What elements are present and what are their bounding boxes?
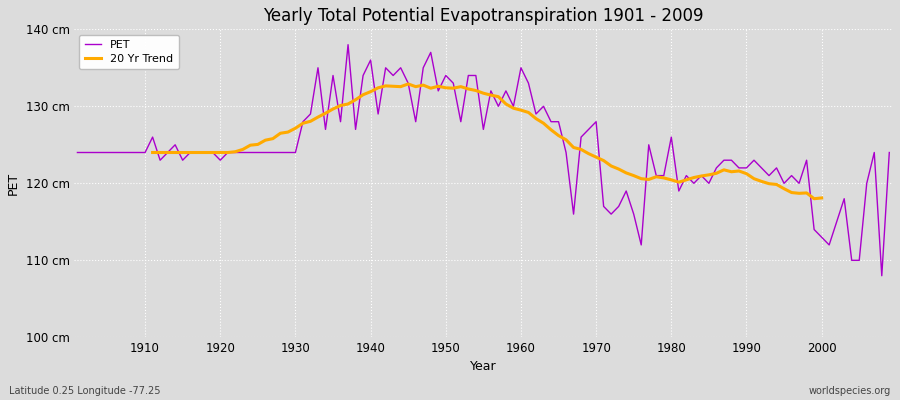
PET	[343, 42, 354, 47]
20 Yr Trend	[621, 170, 632, 175]
Text: worldspecies.org: worldspecies.org	[809, 386, 891, 396]
20 Yr Trend	[809, 196, 820, 201]
PET	[884, 150, 895, 155]
Title: Yearly Total Potential Evapotranspiration 1901 - 2009: Yearly Total Potential Evapotranspiratio…	[263, 7, 704, 25]
PET	[516, 65, 526, 70]
20 Yr Trend	[794, 191, 805, 196]
Line: 20 Yr Trend: 20 Yr Trend	[153, 84, 822, 199]
20 Yr Trend	[726, 169, 737, 174]
Y-axis label: PET: PET	[7, 172, 20, 195]
20 Yr Trend	[148, 150, 158, 155]
PET	[298, 119, 309, 124]
Legend: PET, 20 Yr Trend: PET, 20 Yr Trend	[79, 35, 179, 70]
20 Yr Trend	[816, 196, 827, 200]
PET	[877, 273, 887, 278]
20 Yr Trend	[350, 97, 361, 102]
PET	[132, 150, 143, 155]
X-axis label: Year: Year	[470, 360, 497, 373]
20 Yr Trend	[711, 171, 722, 176]
PET	[613, 204, 624, 209]
PET	[72, 150, 83, 155]
20 Yr Trend	[238, 147, 248, 152]
Line: PET: PET	[77, 45, 889, 276]
PET	[350, 127, 361, 132]
20 Yr Trend	[403, 82, 414, 86]
Text: Latitude 0.25 Longitude -77.25: Latitude 0.25 Longitude -77.25	[9, 386, 160, 396]
PET	[523, 81, 534, 86]
